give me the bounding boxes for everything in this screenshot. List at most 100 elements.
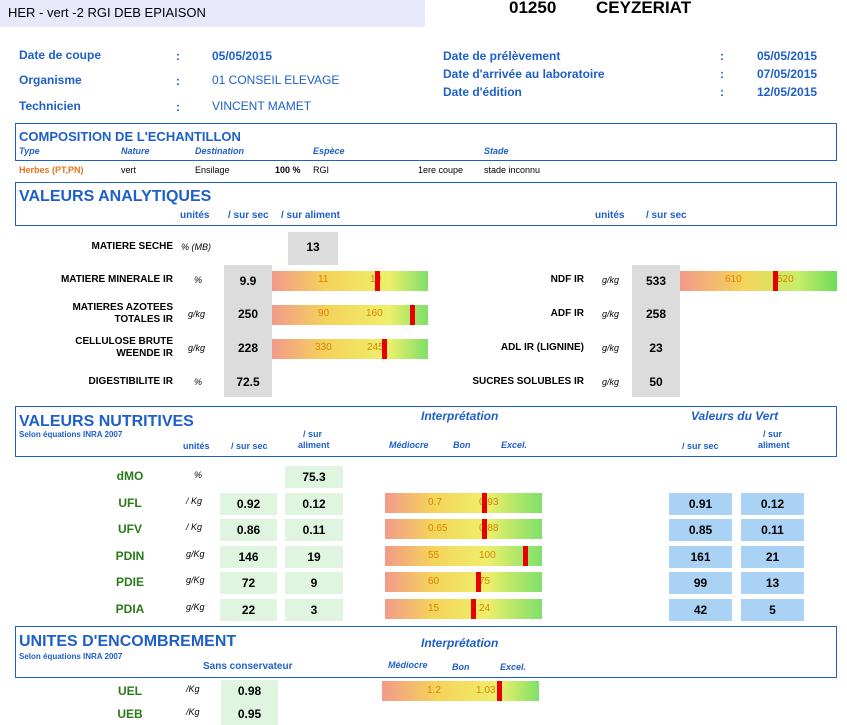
nut-header-sur: / sur <box>303 429 323 439</box>
pdin-sec-value: 146 <box>238 550 259 564</box>
colon: : <box>176 100 180 114</box>
ndf-value: 533 <box>645 274 667 288</box>
pdin-vert-ali-box <box>741 546 804 568</box>
header-unites: unités <box>180 210 210 221</box>
mat-gauge-high: 160 <box>366 308 383 319</box>
header-sur-sec: / sur sec <box>228 210 269 221</box>
nut-header-excel: Excel. <box>501 440 528 450</box>
ndf-gauge-marker <box>773 271 778 291</box>
pdia-vert-sec-box <box>669 599 732 621</box>
uel-unit: /Kg <box>186 684 200 694</box>
ufl-vert-ali-value: 0.12 <box>760 497 785 511</box>
mat-gauge <box>272 305 428 325</box>
ufv-vert-ali-box <box>741 519 804 541</box>
pdia-ali-value: 3 <box>310 603 318 617</box>
technicien-label: Technicien <box>19 99 81 113</box>
adf-unit: g/kg <box>602 309 620 319</box>
nutritives-title: VALEURS NUTRITIVES <box>19 413 194 430</box>
nutritives-subtitle: Selon équations INRA 2007 <box>19 430 123 439</box>
pdia-sec-value: 22 <box>241 603 256 617</box>
nutritives-section <box>15 406 837 457</box>
cb-unit: g/kg <box>188 343 206 353</box>
comp-type: Herbes (PT,PN) <box>19 165 84 175</box>
pdin-vert-sec-box <box>669 546 732 568</box>
pdin-label: PDIN <box>115 549 145 563</box>
date-arrivee-value: 07/05/2015 <box>757 67 818 81</box>
pdie-ali-value: 9 <box>310 576 318 590</box>
ufl-ali-value: 0.12 <box>302 497 326 511</box>
encombrement-interp-title: Interprétation <box>421 636 499 650</box>
ufl-sec-box <box>220 493 277 515</box>
pdia-vert-ali-value: 5 <box>769 603 776 617</box>
pdie-sec-value: 72 <box>241 576 256 590</box>
ufv-gauge <box>385 519 542 539</box>
pdia-label: PDIA <box>115 602 145 616</box>
encombrement-section <box>15 626 837 678</box>
adl-unit: g/kg <box>602 343 620 353</box>
uel-gauge-marker <box>497 681 502 701</box>
ndf-unit: g/kg <box>602 275 620 285</box>
nut-header-unites: unités <box>183 441 210 451</box>
pdin-gauge <box>385 546 542 566</box>
ufv-sec-box <box>220 519 277 541</box>
ms-box <box>288 232 338 265</box>
pdin-unit: g/Kg <box>186 549 205 559</box>
ufv-label: UFV <box>118 522 142 536</box>
mm-gauge-low: 11 <box>318 274 329 285</box>
ufv-gauge-marker <box>482 519 487 539</box>
ndf-gauge-high: 520 <box>777 274 794 285</box>
colon: : <box>720 85 724 99</box>
col-stade: Stade <box>484 146 509 156</box>
pdin-ali-value: 19 <box>307 550 321 564</box>
encombrement-title: UNITES D'ENCOMBREMENT <box>19 633 237 650</box>
ufl-unit: / Kg <box>186 496 203 506</box>
pdie-gauge-marker <box>476 572 481 592</box>
pdie-ali-box <box>285 572 343 594</box>
ufl-gauge-marker <box>482 493 487 513</box>
sucres-value: 50 <box>649 375 663 389</box>
dmo-label: dMO <box>116 469 144 483</box>
pdia-vert-sec-value: 42 <box>693 603 708 617</box>
encombrement-values-column <box>221 680 278 725</box>
ufl-gauge-high: 0.93 <box>479 497 499 508</box>
ndf-gauge-low: 610 <box>725 274 742 285</box>
header-sans-conservateur: Sans conservateur <box>203 661 293 672</box>
pdin-vert-ali-value: 21 <box>765 550 780 564</box>
mm-value: 9.9 <box>239 274 257 288</box>
pdie-sec-box <box>220 572 277 594</box>
dmo-box <box>285 466 343 488</box>
organisme-label: Organisme <box>19 73 82 87</box>
ueb-value: 0.95 <box>237 707 262 721</box>
ufl-vert-ali-box <box>741 493 804 515</box>
ufl-gauge-low: 0.7 <box>428 497 442 508</box>
dmo-value: 75.3 <box>302 470 326 484</box>
uel-gauge <box>382 681 539 701</box>
ufl-ali-box <box>285 493 343 515</box>
dmo-unit: % <box>194 470 203 480</box>
ueb-unit: /Kg <box>186 707 200 717</box>
date-edition-value: 12/05/2015 <box>757 85 818 99</box>
cb-gauge <box>272 339 428 359</box>
date-prelevement-label: Date de prélèvement <box>443 49 561 63</box>
adl-value: 23 <box>649 341 663 355</box>
ufv-vert-ali-value: 0.11 <box>761 523 784 537</box>
nut-header-mediocre: Médiocre <box>389 440 429 450</box>
pdie-label: PDIE <box>115 575 144 589</box>
uel-gauge-high: 1.03 <box>476 685 496 696</box>
enc-header-mediocre: Médiocre <box>388 660 428 670</box>
ufv-vert-sec-value: 0.85 <box>688 523 713 537</box>
enc-header-bon: Bon <box>452 662 470 672</box>
col-destination: Destination <box>195 146 245 156</box>
ueb-label: UEB <box>117 707 143 721</box>
mm-gauge-marker <box>375 271 380 291</box>
cb-gauge-high: 245 <box>367 342 384 353</box>
mat-unit: g/kg <box>188 309 206 319</box>
sample-name-box <box>0 0 425 27</box>
vert-header-aliment: aliment <box>758 440 790 450</box>
mat-gauge-low: 90 <box>318 308 330 319</box>
uel-value: 0.98 <box>237 684 262 698</box>
digest-value: 72.5 <box>236 375 260 389</box>
comp-espece: RGI <box>313 165 330 175</box>
vert-header-sur-sec: / sur sec <box>682 441 719 451</box>
ufv-gauge-high: 0.88 <box>479 523 499 534</box>
